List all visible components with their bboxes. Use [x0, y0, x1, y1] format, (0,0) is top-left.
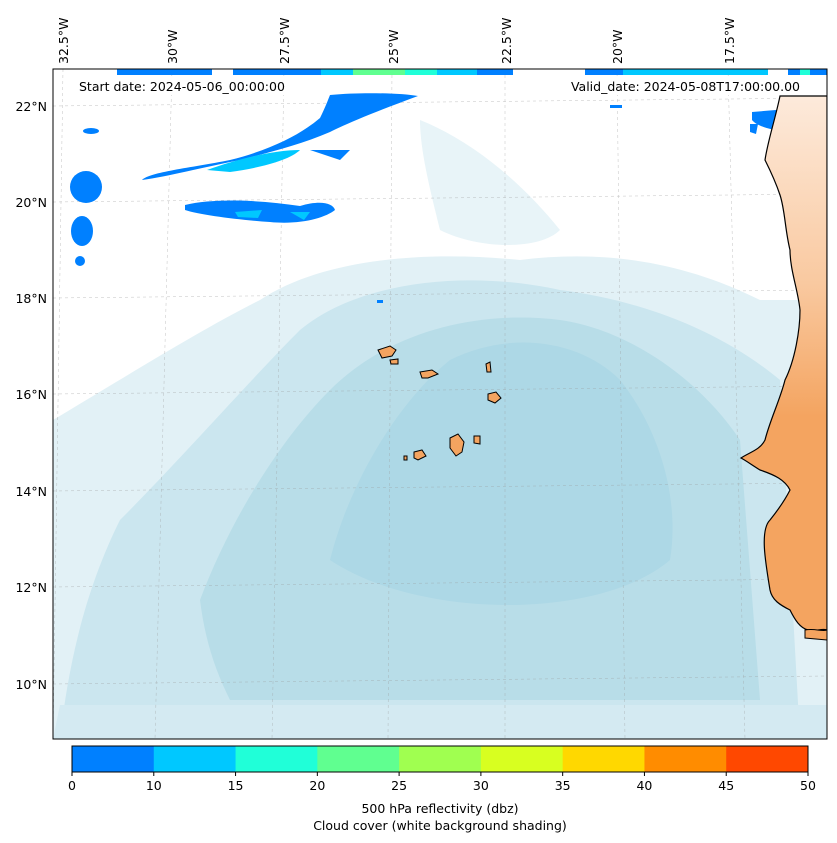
- lon-label: 30°W: [165, 29, 180, 64]
- cloud-cover-shading: [53, 120, 827, 739]
- colorbar-swatch: [562, 746, 645, 772]
- lon-label: 25°W: [386, 29, 401, 64]
- lat-label: 12°N: [15, 580, 47, 595]
- colorbar-swatch: [726, 746, 809, 772]
- start-date-box: [72, 76, 308, 95]
- colorbar-swatch: [153, 746, 237, 772]
- lat-label: 22°N: [15, 99, 47, 114]
- colorbar-swatch: [480, 746, 564, 772]
- colorbar-swatch: [399, 746, 482, 772]
- latitude-labels: 22°N 20°N 18°N 16°N 14°N 12°N 10°N: [15, 99, 47, 692]
- colorbar-tick-label: 10: [146, 778, 162, 793]
- colorbar: 0 10 15 20 25 30 35 40 45 50 500 hPa reflectivity…: [68, 745, 816, 833]
- lon-label: 32.5°W: [56, 18, 71, 64]
- colorbar-swatch: [644, 746, 727, 772]
- map-frame: [52, 68, 828, 740]
- lat-label: 14°N: [15, 484, 47, 499]
- colorbar-swatch: [317, 746, 400, 772]
- colorbar-tick-label: 20: [309, 778, 325, 793]
- colorbar-swatch: [72, 746, 155, 772]
- colorbar-frame: [71, 745, 809, 773]
- map-panel: [53, 69, 827, 739]
- start-date-label: Start date: 2024-05-06_00:00:00: [79, 79, 285, 94]
- lat-label: 16°N: [15, 387, 47, 402]
- colorbar-title: 500 hPa reflectivity (dbz): [361, 801, 518, 816]
- colorbar-tick-label: 40: [636, 778, 652, 793]
- lon-label: 17.5°W: [722, 18, 737, 64]
- lon-label: 20°W: [610, 29, 625, 64]
- colorbar-tick-label: 30: [473, 778, 489, 793]
- colorbar-subtitle: Cloud cover (white background shading): [313, 818, 567, 833]
- lat-label: 18°N: [15, 291, 47, 306]
- cape-verde-islands: [377, 345, 502, 461]
- colorbar-tick-label: 15: [228, 778, 244, 793]
- colorbar-tick-label: 0: [68, 778, 76, 793]
- gridlines: [53, 69, 827, 739]
- colorbar-ticks: 0 10 15 20 25 30 35 40 45 50: [68, 772, 816, 793]
- lat-label: 20°N: [15, 195, 47, 210]
- valid-date-label: Valid_date: 2024-05-08T17:00:00.00: [571, 79, 800, 94]
- colorbar-tick-label: 45: [718, 778, 734, 793]
- valid-date-box: [540, 76, 808, 95]
- lon-label: 27.5°W: [277, 18, 292, 64]
- longitude-labels: 32.5°W 30°W 27.5°W 25°W 22.5°W 20°W 17.5…: [56, 18, 737, 64]
- coastline-west-africa: [739, 95, 827, 641]
- colorbar-swatch: [235, 746, 318, 772]
- lat-label: 10°N: [15, 677, 47, 692]
- colorbar-swatches: [72, 746, 809, 772]
- colorbar-tick-label: 25: [391, 778, 407, 793]
- colorbar-tick-label: 35: [555, 778, 571, 793]
- lon-label: 22.5°W: [499, 18, 514, 64]
- colorbar-tick-label: 50: [800, 778, 816, 793]
